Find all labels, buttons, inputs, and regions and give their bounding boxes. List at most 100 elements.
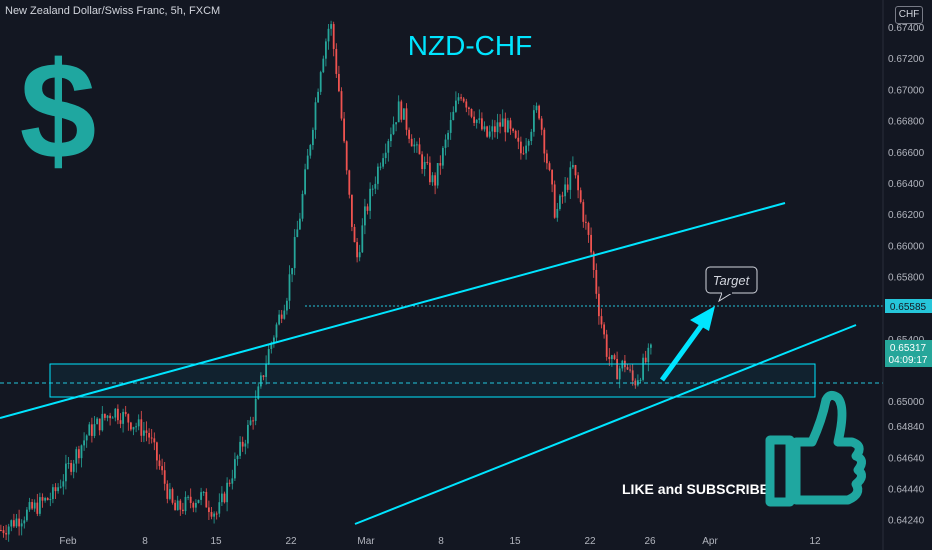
candle-body bbox=[488, 131, 491, 137]
candle-body bbox=[312, 129, 314, 146]
candle-body bbox=[244, 443, 247, 447]
price-tick-label: 0.64440 bbox=[888, 484, 925, 495]
candle-body bbox=[291, 268, 293, 275]
candle-body bbox=[143, 430, 145, 436]
candle-body bbox=[598, 293, 600, 317]
candle-body bbox=[135, 426, 137, 428]
candle-body bbox=[626, 367, 629, 370]
candle-body bbox=[150, 437, 153, 439]
candle-body bbox=[605, 334, 608, 357]
candle-body bbox=[286, 300, 288, 311]
candle-body bbox=[348, 170, 351, 195]
candle-body bbox=[280, 314, 283, 319]
candle-body bbox=[192, 502, 195, 508]
candle-body bbox=[416, 144, 418, 146]
candle-body bbox=[85, 435, 88, 441]
candle-body bbox=[621, 360, 624, 369]
candle-body bbox=[236, 455, 239, 460]
candle-body bbox=[119, 420, 122, 424]
candle-body bbox=[270, 342, 273, 349]
candle-body bbox=[538, 105, 540, 119]
candle-body bbox=[483, 126, 486, 130]
candle-body bbox=[504, 118, 507, 133]
price-tick-label: 0.64840 bbox=[888, 422, 925, 433]
candle-body bbox=[83, 440, 85, 446]
candle-body bbox=[262, 375, 265, 377]
candle-body bbox=[314, 102, 317, 130]
candle-body bbox=[153, 438, 156, 443]
candle-body bbox=[455, 100, 457, 112]
candle-body bbox=[26, 509, 28, 521]
candle-body bbox=[210, 512, 213, 517]
candle-body bbox=[309, 145, 312, 156]
dollar-sign-icon: $ bbox=[20, 34, 97, 188]
last-price-label: 0.65317 bbox=[890, 343, 927, 354]
candle-body bbox=[384, 152, 387, 159]
candle-body bbox=[2, 530, 5, 534]
candle-body bbox=[486, 126, 488, 137]
candle-body bbox=[642, 357, 644, 380]
candle-body bbox=[465, 101, 468, 108]
candle-body bbox=[582, 202, 585, 222]
candle-body bbox=[226, 482, 228, 503]
candle-body bbox=[171, 489, 174, 503]
candle-body bbox=[174, 502, 176, 511]
candle-body bbox=[283, 310, 286, 319]
candle-body bbox=[215, 513, 218, 515]
candle-body bbox=[340, 91, 343, 119]
candle-body bbox=[408, 129, 410, 139]
candle-body bbox=[10, 520, 13, 527]
upper-channel-line bbox=[0, 202, 786, 419]
candle-body bbox=[140, 419, 143, 436]
candle-body bbox=[499, 122, 501, 127]
candle-body bbox=[176, 500, 179, 511]
candle-body bbox=[59, 486, 62, 488]
candle-body bbox=[400, 101, 403, 120]
price-tick-label: 0.66600 bbox=[888, 148, 925, 159]
target-label: Target bbox=[713, 273, 751, 288]
candle-body bbox=[208, 507, 210, 513]
candle-body bbox=[189, 496, 192, 503]
candle-body bbox=[587, 222, 590, 235]
candle-body bbox=[577, 175, 579, 191]
candle-body bbox=[429, 162, 431, 183]
candle-body bbox=[234, 459, 236, 479]
candle-body bbox=[195, 502, 197, 508]
candle-body bbox=[91, 424, 93, 436]
candle-body bbox=[473, 116, 475, 123]
candle-body bbox=[202, 491, 205, 493]
candle-body bbox=[145, 430, 148, 433]
candle-body bbox=[613, 355, 616, 360]
candle-body bbox=[431, 175, 434, 183]
candle-body bbox=[114, 408, 117, 418]
candle-body bbox=[322, 58, 325, 73]
candle-body bbox=[592, 252, 595, 270]
time-tick-label: 15 bbox=[509, 536, 521, 547]
candle-body bbox=[54, 487, 57, 492]
candle-body bbox=[579, 190, 582, 203]
candle-body bbox=[351, 194, 353, 227]
candle-body bbox=[18, 518, 20, 527]
candle-body bbox=[634, 380, 637, 386]
candle-body bbox=[7, 526, 10, 535]
candle-body bbox=[574, 165, 577, 176]
candle-body bbox=[345, 141, 348, 171]
candle-body bbox=[156, 442, 158, 461]
time-tick-label: Mar bbox=[357, 536, 375, 547]
candle-body bbox=[132, 427, 135, 430]
candle-body bbox=[569, 167, 572, 190]
candle-body bbox=[572, 165, 574, 168]
candle-body bbox=[611, 355, 613, 360]
price-tick-label: 0.67200 bbox=[888, 54, 925, 65]
candle-body bbox=[44, 497, 46, 501]
candle-body bbox=[122, 411, 124, 424]
chart-title: NZD-CHF bbox=[408, 30, 532, 61]
candle-body bbox=[275, 324, 278, 338]
time-tick-label: Feb bbox=[59, 536, 77, 547]
candle-body bbox=[163, 470, 166, 484]
currency-button[interactable]: CHF bbox=[895, 6, 923, 24]
candle-body bbox=[650, 344, 652, 348]
candle-body bbox=[397, 101, 400, 123]
candle-body bbox=[335, 48, 338, 74]
